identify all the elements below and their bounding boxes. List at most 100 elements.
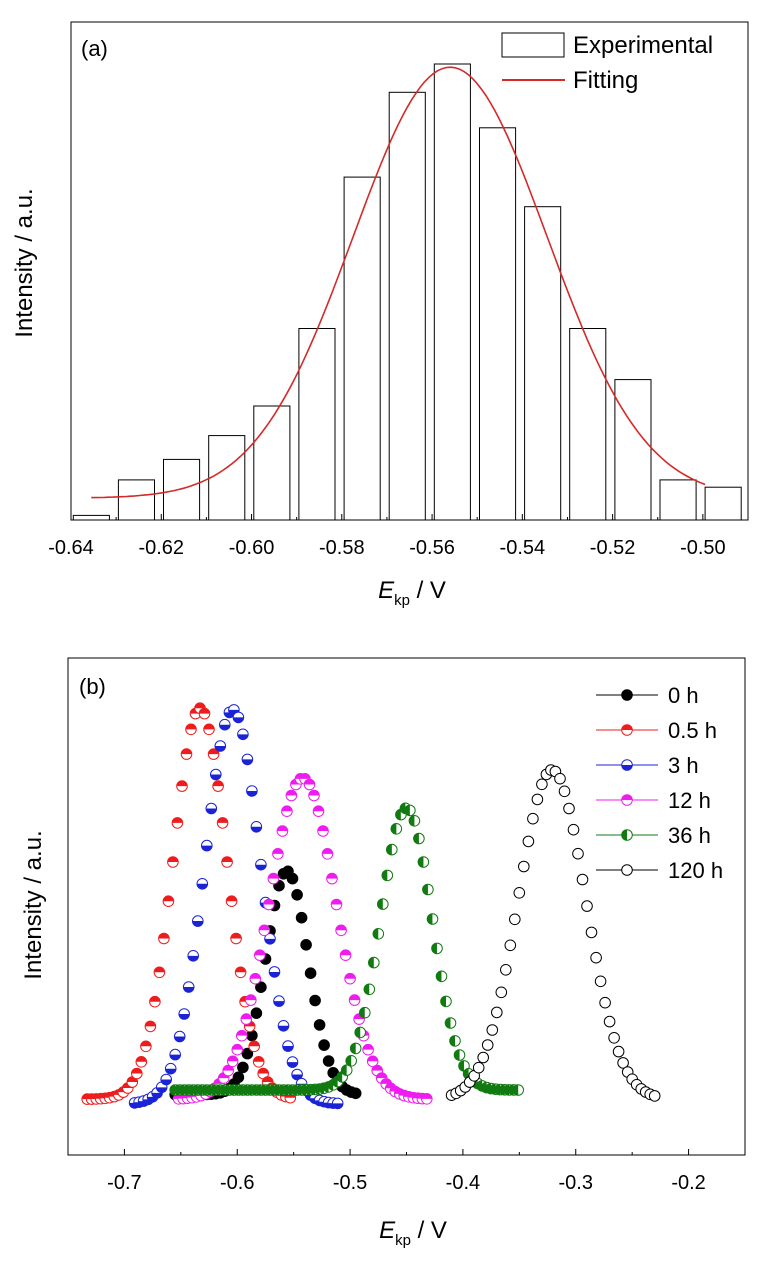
data-point bbox=[435, 970, 448, 983]
data-point bbox=[162, 895, 175, 908]
data-point bbox=[567, 823, 580, 836]
legend-item: 3 h bbox=[596, 753, 699, 778]
data-point bbox=[527, 812, 539, 825]
histogram-bar bbox=[208, 435, 246, 520]
data-point bbox=[291, 889, 303, 901]
data-point bbox=[192, 915, 204, 927]
x-axis-label-symbol-a: E bbox=[378, 577, 395, 604]
x-tick-label: -0.60 bbox=[229, 537, 275, 559]
distribution-panel: (b) -0.7 -0.6 -0.5 -0.4 -0.3 -0.2 Ekp / V Int… bbox=[20, 657, 746, 1249]
data-point bbox=[291, 1068, 303, 1081]
data-point bbox=[422, 883, 434, 896]
data-point bbox=[331, 1097, 344, 1110]
svg-text:Ekp / V: Ekp / V bbox=[379, 1217, 447, 1249]
panel-label-b: (b) bbox=[79, 674, 106, 699]
series-12-hh bbox=[172, 773, 433, 1105]
data-point bbox=[201, 839, 213, 852]
legend-label: 0 h bbox=[668, 683, 699, 708]
data-point bbox=[440, 995, 452, 1008]
data-point bbox=[216, 817, 229, 829]
data-point bbox=[344, 972, 356, 985]
series-3-hh bbox=[128, 704, 344, 1110]
data-point bbox=[326, 872, 338, 885]
data-point bbox=[140, 1040, 152, 1053]
data-point bbox=[330, 898, 343, 911]
data-point bbox=[531, 793, 544, 806]
data-point bbox=[340, 1064, 353, 1076]
data-point bbox=[178, 1008, 190, 1020]
x-tick-label: -0.54 bbox=[500, 537, 546, 559]
data-point bbox=[249, 972, 262, 985]
x-axis-label-b: Ekp / V bbox=[379, 1217, 447, 1249]
data-point bbox=[308, 789, 320, 802]
legend-marker bbox=[621, 689, 633, 701]
legend-label: 0.5 h bbox=[668, 718, 717, 743]
legend-label: 12 h bbox=[668, 788, 711, 813]
x-axis-label-unit-a: / V bbox=[410, 577, 446, 604]
data-point bbox=[255, 981, 267, 994]
data-point bbox=[158, 932, 170, 945]
data-point bbox=[232, 711, 245, 724]
legend-marker bbox=[621, 759, 633, 771]
legend-label-fitting: Fitting bbox=[573, 67, 638, 94]
data-point bbox=[180, 748, 193, 760]
data-point bbox=[250, 1007, 263, 1020]
data-point bbox=[268, 966, 281, 978]
data-point bbox=[225, 895, 238, 908]
legend-swatch-experimental bbox=[501, 32, 565, 58]
data-point bbox=[386, 843, 398, 856]
x-tick-label: -0.7 bbox=[107, 1172, 141, 1194]
panel-label-a: (a) bbox=[81, 36, 108, 61]
data-point bbox=[612, 1045, 625, 1058]
x-axis-label-unit-b: / V bbox=[411, 1217, 447, 1244]
series-120-hh bbox=[445, 764, 661, 1102]
data-point bbox=[276, 825, 289, 837]
data-point bbox=[173, 1030, 186, 1043]
data-point bbox=[207, 748, 220, 760]
histogram-bar bbox=[659, 479, 697, 520]
legend-marker bbox=[621, 724, 633, 736]
legend-marker bbox=[621, 794, 633, 806]
legend-marker bbox=[621, 864, 633, 876]
data-point bbox=[277, 1020, 290, 1032]
data-point bbox=[240, 1013, 253, 1025]
data-point bbox=[313, 1019, 326, 1031]
x-axis-label-symbol-b: E bbox=[379, 1217, 396, 1244]
data-point bbox=[404, 804, 416, 817]
legend-item: 0.5 h bbox=[596, 718, 717, 743]
data-point bbox=[185, 723, 197, 736]
x-tick-label: -0.56 bbox=[409, 537, 455, 559]
data-point bbox=[354, 1026, 367, 1039]
data-point bbox=[617, 1057, 629, 1069]
data-point bbox=[241, 1047, 254, 1060]
x-tick-label: -0.58 bbox=[319, 537, 365, 559]
legend-item: 12 h bbox=[596, 788, 711, 813]
data-point bbox=[149, 995, 161, 1008]
x-tick-label: -0.5 bbox=[333, 1172, 367, 1194]
data-point bbox=[500, 964, 512, 976]
data-point bbox=[285, 789, 298, 802]
data-point bbox=[267, 872, 280, 885]
data-point bbox=[372, 928, 385, 940]
data-point bbox=[512, 1084, 525, 1096]
data-point bbox=[295, 911, 308, 924]
data-point bbox=[300, 939, 312, 951]
legend-b: 0 h 0.5 h 3 h 12 h 36 h 120 h bbox=[596, 683, 723, 883]
data-point bbox=[408, 815, 421, 827]
data-point bbox=[264, 933, 276, 945]
histogram-bar bbox=[253, 405, 291, 520]
fit-curve-group bbox=[91, 66, 706, 499]
data-point bbox=[594, 975, 607, 988]
data-point bbox=[349, 1087, 362, 1100]
data-point bbox=[231, 1043, 244, 1056]
data-point bbox=[339, 949, 352, 962]
data-point bbox=[246, 785, 258, 797]
x-tick-label: -0.3 bbox=[559, 1172, 593, 1194]
fit-curve bbox=[91, 66, 706, 499]
x-tick-label: -0.2 bbox=[671, 1172, 705, 1194]
data-point bbox=[241, 753, 254, 766]
data-point bbox=[273, 995, 285, 1007]
svg-text:Ekp / V: Ekp / V bbox=[378, 577, 446, 609]
data-point bbox=[304, 967, 317, 980]
data-point bbox=[554, 772, 566, 785]
